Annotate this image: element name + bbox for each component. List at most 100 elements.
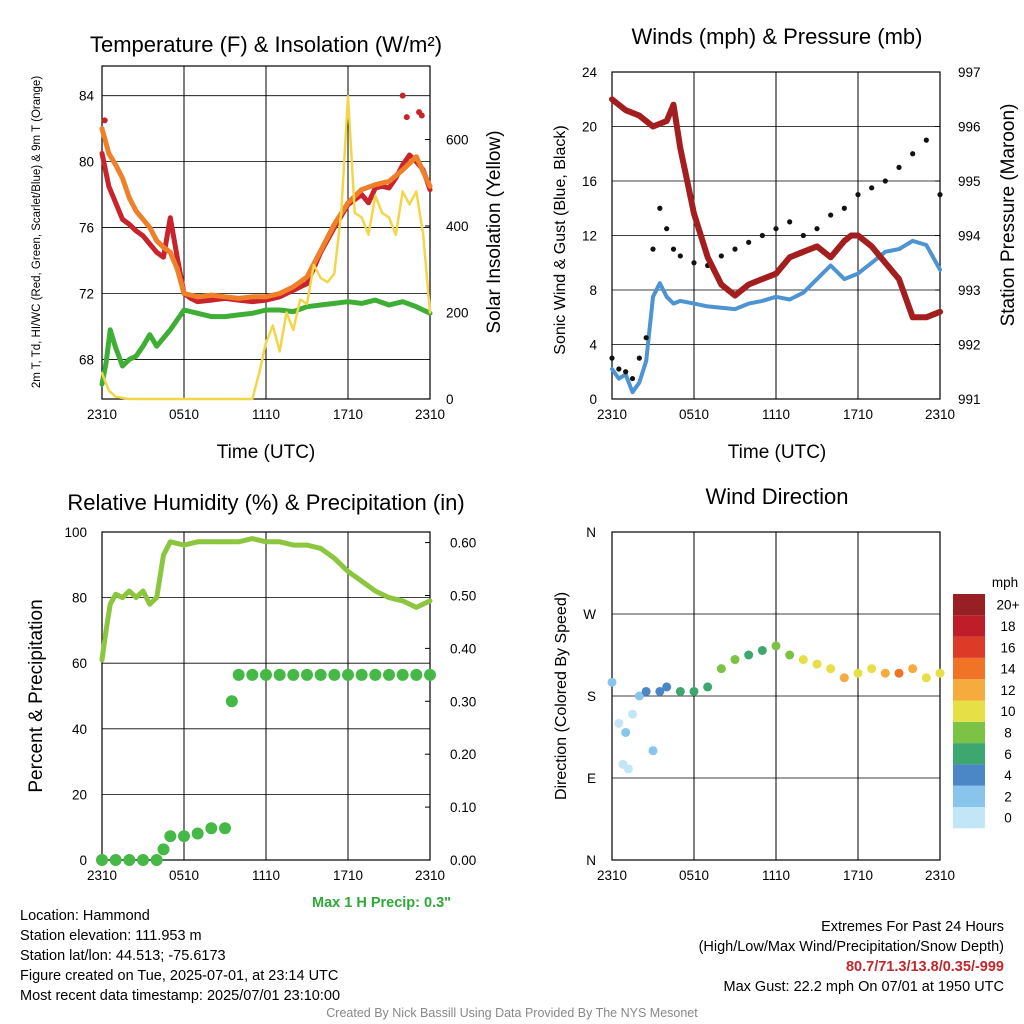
colorbar-swatch [953,785,985,807]
colorbar-swatch [953,743,985,765]
y2-tick-label: 400 [446,219,469,234]
y-tick-label: 4 [589,338,597,353]
y-tick-label: N [586,853,596,868]
direction-point [614,718,624,728]
y-axis-label: 2m T, Td, HI/WC (Red, Green, Scarlet/Blu… [31,76,43,388]
gust-point [896,164,902,170]
direction-point [853,668,863,678]
direction-point [757,645,767,655]
x-tick-label: 2310 [415,868,445,883]
gust-point [937,192,943,198]
gust-point [677,253,683,259]
colorbar-label: 18 [1000,619,1015,634]
direction-point [744,650,754,660]
direction-point [607,677,617,687]
gust-point [623,369,629,375]
gust-point [800,232,806,239]
hi-wc-point [418,112,425,119]
x-tick-label: 1110 [762,407,790,422]
precip-point [123,854,136,866]
colorbar-label: 12 [1000,683,1015,698]
precip-point [287,668,300,681]
gust-point [629,375,636,382]
gust-point [643,335,649,341]
colorbar-swatch [953,721,985,744]
colorbar-label: 4 [1004,768,1012,783]
y-tick-label: 24 [582,65,598,80]
x-tick-label: 2310 [925,868,955,883]
direction-point [655,686,665,696]
gust-point [609,355,615,361]
y2-axis-label: Station Pressure (Maroon) [998,104,1019,327]
direction-point [798,655,808,665]
precip-point [424,668,436,681]
precip-point [314,668,327,681]
series-line-sonic-wind [610,238,942,395]
gust-point [869,185,875,191]
y-axis-label: Percent & Precipitation [26,599,47,792]
y-tick-label: 16 [582,174,597,189]
y-tick-label: 80 [79,155,94,170]
gust-point [759,232,765,239]
chart-title: Wind Direction [705,484,848,509]
colorbar-swatch [953,594,985,616]
y2-tick-label: 994 [958,229,981,244]
y2-tick-label: 997 [958,65,981,80]
colorbar-label: 16 [1000,640,1015,655]
elevation-text: Station elevation: 111.953 m [20,928,202,944]
colorbar-swatch [953,679,985,701]
y2-axis-label: Solar Insolation (Yellow) [484,130,505,333]
precip-point [342,668,354,681]
precip-point [191,827,204,840]
direction-point [641,686,651,696]
gust-point [718,253,724,259]
precip-point [137,854,149,866]
x-tick-label: 1710 [333,868,363,883]
gust-point [828,212,834,218]
y-tick-label: 8 [589,283,597,298]
direction-point [730,655,740,665]
y-tick-label: 100 [64,525,87,540]
y-tick-label: W [583,607,596,622]
y2-tick-label: 992 [958,338,981,353]
gust-point [746,239,752,245]
station-info: Location: Hammond Station elevation: 111… [20,906,340,1006]
x-tick-label: 0510 [169,407,199,422]
precip-point [178,830,190,843]
precip-point [410,668,423,681]
gust-point [732,246,738,252]
x-tick-label: 0510 [169,868,199,883]
precip-point [150,854,163,866]
gust-point [814,226,820,232]
direction-point [716,664,726,674]
hi-wc-point [101,117,108,124]
direction-point [826,664,836,674]
precip-point [109,854,122,866]
series-line-relative-humidity [99,536,433,663]
y-tick-label: 60 [72,656,87,671]
colorbar-label: 14 [1000,662,1016,677]
y-tick-label: 76 [79,221,94,236]
gust-point [910,151,916,157]
direction-point [634,691,644,701]
direction-point [771,641,781,651]
y-tick-label: 80 [72,591,87,606]
y2-tick-label: 0.10 [450,800,476,815]
x-tick-label: 1110 [762,868,790,883]
precip-point [260,668,272,681]
extremes-values: 80.7/71.3/13.8/0.35/-999 [845,959,1004,975]
y-tick-label: 12 [582,229,597,244]
direction-point [628,709,637,719]
y2-tick-label: 0.00 [450,853,476,868]
x-tick-label: 2310 [597,868,627,883]
y2-tick-label: 200 [446,306,469,321]
direction-point [880,668,890,678]
x-tick-label: 2310 [87,868,117,883]
precip-point [157,843,170,856]
x-tick-label: 1110 [252,407,280,422]
x-tick-label: 2310 [87,407,117,422]
y-tick-label: 0 [589,392,597,407]
direction-point [785,650,795,660]
gust-point [841,205,847,211]
precip-point [328,668,341,681]
